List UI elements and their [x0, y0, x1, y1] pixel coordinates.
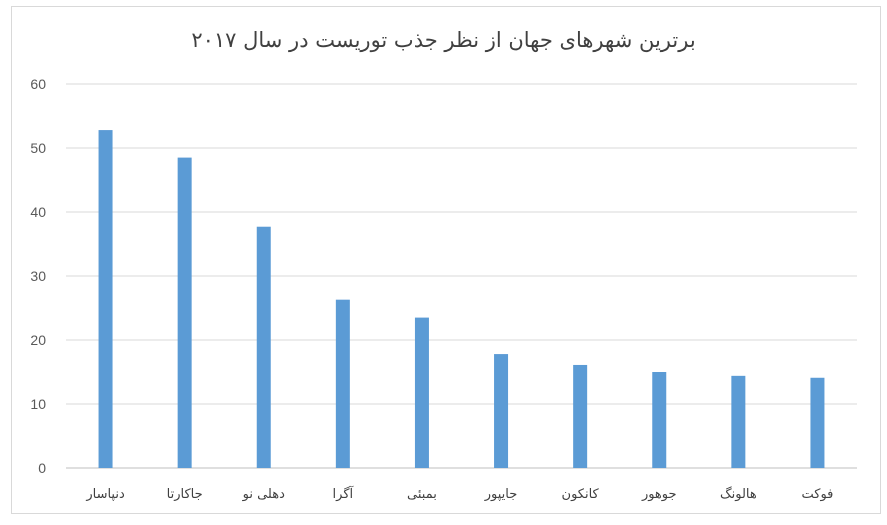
- x-tick-label: هالونگ: [720, 486, 757, 502]
- gridlines: [66, 83, 857, 469]
- y-tick-label: 30: [30, 268, 46, 284]
- x-tick-label: دنپاسار: [85, 487, 125, 502]
- bar: [414, 317, 429, 468]
- bar: [810, 377, 825, 468]
- x-tick-label: کانکون: [562, 487, 600, 502]
- y-tick-label: 60: [30, 76, 46, 92]
- chart-title: برترین شهرهای جهان از نظر جذب توریست در …: [191, 28, 696, 52]
- x-axis: دنپاسار جاکارتا دهلی نو آگرا بمبئی جایپور کانک…: [85, 485, 833, 502]
- y-tick-label: 0: [38, 460, 46, 476]
- x-tick-label: دهلی نو: [242, 487, 285, 502]
- bar: [731, 375, 746, 468]
- bar: [98, 130, 113, 468]
- x-tick-label: بمبئی: [407, 487, 437, 502]
- y-tick-label: 10: [30, 396, 46, 412]
- bar: [335, 299, 350, 468]
- y-tick-label: 50: [30, 140, 46, 156]
- bar: [494, 354, 509, 468]
- x-tick-label: جوهور: [641, 487, 677, 502]
- bars: [98, 130, 825, 468]
- y-axis: 0 10 20 30 40 50 60: [30, 76, 46, 476]
- y-tick-label: 20: [30, 332, 46, 348]
- x-tick-label: جایپور: [484, 487, 518, 502]
- bar: [177, 157, 192, 468]
- x-tick-label: آگرا: [333, 485, 355, 502]
- bar: [652, 372, 667, 468]
- bar: [256, 226, 271, 468]
- bar: [573, 364, 588, 468]
- x-tick-label: جاکارتا: [167, 487, 203, 502]
- y-tick-label: 40: [30, 204, 46, 220]
- x-tick-label: فوکت: [802, 487, 834, 502]
